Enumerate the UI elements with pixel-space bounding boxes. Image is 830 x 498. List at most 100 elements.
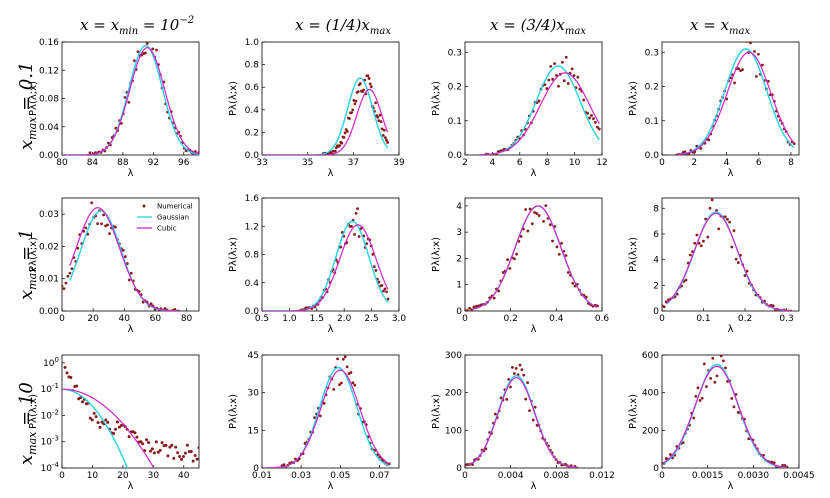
numerical-point [520,368,524,372]
numerical-point [771,304,775,308]
y-axis-label: Pλ(λ;x) [431,394,442,429]
gaussian-curve [62,44,199,155]
x-tick-label: 4 [490,158,496,168]
numerical-point [135,435,139,439]
plot-area [465,363,579,468]
numerical-point [548,223,552,227]
numerical-point [711,356,715,360]
numerical-point [340,141,344,145]
numerical-point [94,415,98,419]
numerical-point [522,373,526,377]
numerical-point [64,281,68,285]
x-tick-label: 0.4 [549,314,564,324]
panel-r1-c2: 33 35 37 39 0.0 0.2 0.4 0.6 0.8 1.0 λ Pλ(λ;x) [228,38,405,179]
numerical-point [152,451,156,455]
numerical-point [100,222,103,226]
y-axis-label: Pλ(λ;x) [431,237,442,272]
numerical-point [96,222,100,226]
numerical-point [713,198,716,199]
x-tick-label: 8 [544,158,550,168]
numerical-point [163,306,167,310]
y-tick-label: 45 [248,351,259,361]
numerical-point [76,246,80,250]
numerical-point [572,74,576,77]
numerical-point [564,254,568,257]
numerical-point [540,191,543,194]
y-tick-label: 0.16 [39,38,59,48]
numerical-point [551,77,555,81]
axes-box [61,354,200,469]
panel-r2-c3: 0 0.2 0.4 0.6 0 1 2 3 4 λ Pλ(λ;x) [431,191,609,335]
numerical-point [695,233,699,237]
gaussian-curve [262,220,389,311]
x-axis-label: λ [728,481,734,492]
numerical-point [713,380,717,384]
numerical-point [384,136,387,140]
numerical-point [104,418,108,422]
x-tick-label: 80 [181,314,193,324]
numerical-point [123,255,127,259]
x-tick-label: 40 [119,314,131,324]
numerical-point [688,253,692,257]
numerical-point [582,98,586,102]
numerical-point [106,420,110,424]
axes-box [61,197,200,312]
x-tick-label: 80 [56,158,68,168]
cubic-curve [265,369,390,468]
x-tick-label: 0 [659,471,665,481]
panel-r3-c2: 0.01 0.03 0.05 0.07 0 15 30 45 λ Pλ(λ;x) [228,351,400,492]
numerical-point [694,394,698,398]
numerical-point [492,296,496,300]
plot-area [262,207,390,311]
numerical-point [386,297,390,301]
numerical-point [766,79,770,83]
y-tick-label: 0 [653,464,659,474]
x-tick-label: 0.0045 [783,471,815,481]
numerical-point [749,42,752,45]
y-tick-label: 0.12 [39,66,59,76]
y-axis-label: Pλ(λ;x) [628,81,639,116]
numerical-point [133,431,137,435]
numerical-point [595,125,599,129]
y-tick-label: 0.03 [39,210,59,220]
numerical-point [343,131,347,135]
numerical-point [352,98,356,102]
gaussian-curve [265,366,390,468]
numerical-point [381,133,385,137]
numerical-point [353,383,357,387]
cubic-curve [262,88,389,155]
numerical-point [180,457,184,461]
numerical-point [183,451,187,455]
numerical-point [702,362,706,366]
panel-r1-c3: 2 4 6 8 10 12 0.0 0.1 0.2 0.3 λ Pλ(λ;x) [431,41,608,179]
numerical-point [156,450,160,454]
x-tick-label: 92 [148,158,159,168]
plot-area [265,355,391,468]
numerical-point [338,144,342,147]
numerical-point [149,302,153,306]
numerical-point [783,464,787,467]
y-axis-label: Pλ(λ;x) [431,81,442,116]
numerical-point [564,55,568,59]
numerical-point [706,235,710,239]
numerical-point [123,96,127,99]
y-tick-label: 8 [653,204,659,214]
row-title-2: xmax = 1 [16,229,39,300]
numerical-point [145,438,149,442]
numerical-point [336,357,339,361]
numerical-point [313,416,316,420]
numerical-point [151,47,155,51]
numerical-point [385,290,388,294]
x-axis-label: λ [531,324,537,335]
gaussian-curve [471,205,598,311]
numerical-point [699,146,703,150]
numerical-point [751,36,754,39]
x-tick-label: 40 [178,471,190,481]
numerical-point [150,447,154,451]
numerical-point [339,245,343,249]
x-tick-label: 0.01 [252,471,272,481]
numerical-point [115,420,119,424]
axes-box [661,41,800,156]
numerical-point [168,445,172,449]
